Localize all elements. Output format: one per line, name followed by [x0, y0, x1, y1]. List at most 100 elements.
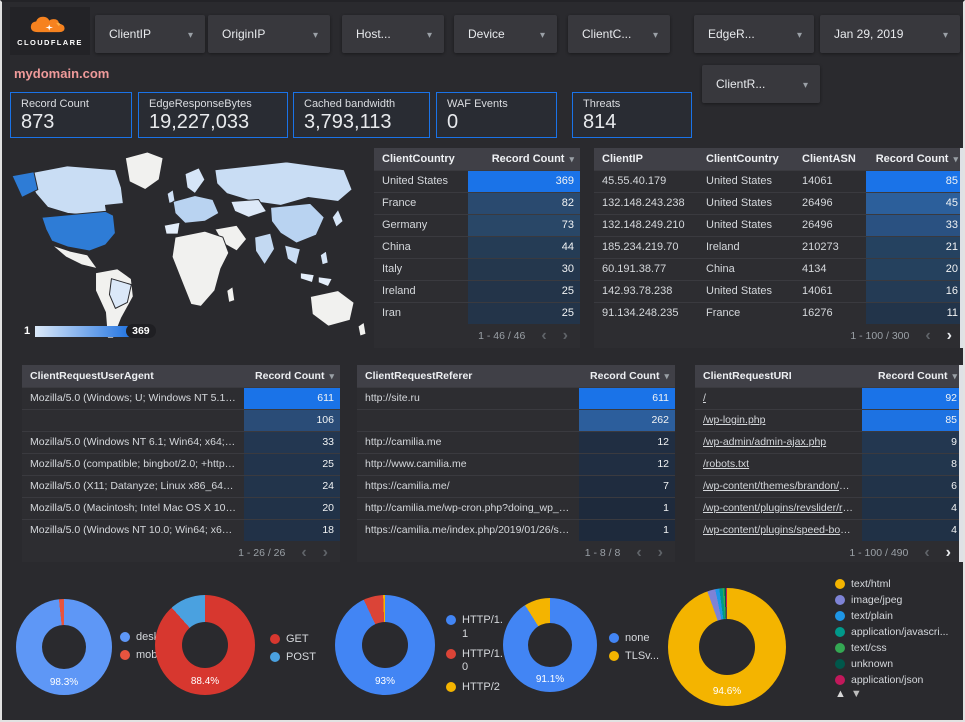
table-row[interactable]: Iran 25: [374, 302, 580, 324]
table-cell-link[interactable]: /wp-content/themes/brandon/plu...: [703, 480, 862, 492]
legend-item[interactable]: HTTP/1.1: [446, 614, 506, 642]
pagination-prev-icon[interactable]: [301, 545, 306, 561]
table-row[interactable]: Ireland 25: [374, 280, 580, 302]
table-row[interactable]: France 82: [374, 192, 580, 214]
pagination-prev-icon[interactable]: [541, 328, 546, 344]
legend-item[interactable]: GET: [270, 633, 316, 645]
filter-host[interactable]: Host...: [342, 15, 444, 53]
column-header[interactable]: Record Count: [579, 365, 675, 387]
pagination-next-icon[interactable]: [946, 545, 951, 561]
table-cell-link[interactable]: /robots.txt: [703, 458, 750, 470]
legend-item[interactable]: application/json: [835, 674, 948, 686]
table-row[interactable]: 106: [22, 409, 340, 431]
legend-scroll-up-icon[interactable]: [835, 688, 846, 700]
table-cell-link[interactable]: /wp-content/plugins/speed-booste...: [703, 524, 862, 536]
table-row[interactable]: Mozilla/5.0 (compatible; bingbot/2.0; +h…: [22, 453, 340, 475]
table-cell: 14061: [802, 285, 833, 297]
legend-item[interactable]: POST: [270, 651, 316, 663]
table-row[interactable]: 60.191.38.77 China 4134 20: [594, 258, 963, 280]
table-row[interactable]: / 92: [695, 387, 963, 409]
column-header[interactable]: Record Count: [866, 148, 963, 170]
legend-scroll-down-icon[interactable]: [851, 688, 862, 700]
device-type-donut-chart[interactable]: 98.3%: [16, 599, 112, 695]
legend-item[interactable]: application/javascri...: [835, 626, 948, 638]
filter-clientrequest[interactable]: ClientR...: [702, 65, 820, 103]
table-row[interactable]: /wp-login.php 85: [695, 409, 963, 431]
pagination-prev-icon[interactable]: [636, 545, 641, 561]
filter-clientcountry[interactable]: ClientC...: [568, 15, 670, 53]
date-range-picker[interactable]: Jan 29, 2019: [820, 15, 960, 53]
filter-edgeresponse[interactable]: EdgeR...: [694, 15, 814, 53]
table-row[interactable]: https://camilia.me/index.php/2019/01/26/…: [357, 519, 675, 541]
table-row[interactable]: 262: [357, 409, 675, 431]
table-row[interactable]: /wp-admin/admin-ajax.php 9: [695, 431, 963, 453]
legend-item[interactable]: image/jpeg: [835, 594, 948, 606]
map-region-mexico: [51, 244, 99, 270]
table-row[interactable]: 142.93.78.238 United States 14061 16: [594, 280, 963, 302]
legend-item[interactable]: unknown: [835, 658, 948, 670]
table-row[interactable]: http://camilia.me/wp-cron.php?doing_wp_c…: [357, 497, 675, 519]
table-scrollbar[interactable]: [959, 365, 963, 562]
filter-clientip[interactable]: ClientIP: [95, 15, 205, 53]
table-row[interactable]: Mozilla/5.0 (X11; Datanyze; Linux x86_64…: [22, 475, 340, 497]
column-header[interactable]: ClientRequestURI: [703, 370, 792, 382]
pagination-next-icon[interactable]: [947, 328, 952, 344]
column-header[interactable]: ClientRequestReferer: [365, 370, 473, 382]
column-header[interactable]: ClientCountry: [382, 153, 455, 165]
column-header[interactable]: Record Count: [468, 148, 580, 170]
column-header[interactable]: ClientRequestUserAgent: [30, 370, 154, 382]
table-row[interactable]: Mozilla/5.0 (Windows; U; Windows NT 5.1;…: [22, 387, 340, 409]
http-protocol-donut-chart[interactable]: 93%: [335, 595, 435, 695]
pagination-next-icon[interactable]: [563, 328, 568, 344]
table-row[interactable]: https://camilia.me/7: [357, 475, 675, 497]
table-cell-link[interactable]: /wp-admin/admin-ajax.php: [703, 436, 827, 448]
table-scrollbar[interactable]: [960, 148, 963, 348]
pagination-next-icon[interactable]: [658, 545, 663, 561]
legend-item[interactable]: text/plain: [835, 610, 948, 622]
table-row[interactable]: 45.55.40.179 United States 14061 85: [594, 170, 963, 192]
column-header[interactable]: ClientIP: [602, 153, 643, 165]
filter-device[interactable]: Device: [454, 15, 557, 53]
pagination-prev-icon[interactable]: [925, 328, 930, 344]
legend-item[interactable]: HTTP/2: [446, 681, 506, 695]
content-type-donut-chart[interactable]: 94.6%: [668, 588, 786, 706]
table-row[interactable]: 132.148.249.210 United States 26496 33: [594, 214, 963, 236]
column-header[interactable]: Record Count: [862, 365, 963, 387]
table-row[interactable]: Italy 30: [374, 258, 580, 280]
legend-item[interactable]: text/html: [835, 578, 948, 590]
table-row[interactable]: Mozilla/5.0 (Windows NT 10.0; Win64; x64…: [22, 519, 340, 541]
legend-dot-icon: [835, 627, 845, 637]
pagination-prev-icon[interactable]: [924, 545, 929, 561]
table-row[interactable]: Mozilla/5.0 (Macintosh; Intel Mac OS X 1…: [22, 497, 340, 519]
table-row[interactable]: United States 369: [374, 170, 580, 192]
legend-item[interactable]: TLSv...: [609, 650, 659, 662]
table-row[interactable]: http://camilia.me 12: [357, 431, 675, 453]
legend-item[interactable]: HTTP/1.0: [446, 648, 506, 676]
column-header[interactable]: ClientCountry: [706, 153, 779, 165]
table-cell-link[interactable]: /wp-content/plugins/revslider/rs-p...: [703, 502, 862, 514]
table-row[interactable]: 132.148.243.238 United States 26496 45: [594, 192, 963, 214]
table-row[interactable]: /wp-content/themes/brandon/plu... 6: [695, 475, 963, 497]
filter-originip[interactable]: OriginIP: [208, 15, 330, 53]
table-row[interactable]: China 44: [374, 236, 580, 258]
table-cell-link[interactable]: /wp-login.php: [703, 414, 766, 426]
world-choropleth-map[interactable]: 1 369: [10, 148, 368, 346]
pagination-next-icon[interactable]: [323, 545, 328, 561]
table-cell-link[interactable]: /: [703, 392, 706, 404]
table-row[interactable]: Germany 73: [374, 214, 580, 236]
table-pagination: 1 - 100 / 300: [594, 324, 963, 348]
http-method-donut-chart[interactable]: 88.4%: [155, 595, 255, 695]
tls-version-donut-chart[interactable]: 91.1%: [503, 598, 597, 692]
column-header[interactable]: ClientASN: [802, 153, 856, 165]
table-row[interactable]: 91.134.248.235 France 16276 11: [594, 302, 963, 324]
table-row[interactable]: /wp-content/plugins/speed-booste... 4: [695, 519, 963, 541]
table-row[interactable]: 185.234.219.70 Ireland 210273 21: [594, 236, 963, 258]
table-row[interactable]: http://www.camilia.me 12: [357, 453, 675, 475]
legend-item[interactable]: none: [609, 632, 659, 644]
table-row[interactable]: /robots.txt 8: [695, 453, 963, 475]
table-row[interactable]: http://site.ru 611: [357, 387, 675, 409]
column-header[interactable]: Record Count: [244, 365, 340, 387]
table-row[interactable]: Mozilla/5.0 (Windows NT 6.1; Win64; x64;…: [22, 431, 340, 453]
legend-item[interactable]: text/css: [835, 642, 948, 654]
table-row[interactable]: /wp-content/plugins/revslider/rs-p... 4: [695, 497, 963, 519]
